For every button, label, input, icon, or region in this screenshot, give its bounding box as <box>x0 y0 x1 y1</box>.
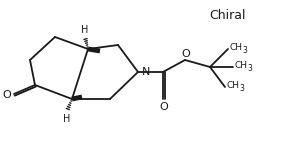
Text: 3: 3 <box>247 63 252 72</box>
Text: 3: 3 <box>242 45 247 54</box>
Text: O: O <box>3 90 11 100</box>
Text: H: H <box>81 25 89 35</box>
Text: Chiral: Chiral <box>210 9 246 22</box>
Text: N: N <box>142 67 150 77</box>
Text: 3: 3 <box>239 84 244 93</box>
Text: O: O <box>160 102 168 112</box>
Text: H: H <box>63 114 71 124</box>
Text: CH: CH <box>230 42 243 51</box>
Text: CH: CH <box>227 80 240 90</box>
Text: CH: CH <box>235 60 248 69</box>
Text: O: O <box>182 49 190 59</box>
